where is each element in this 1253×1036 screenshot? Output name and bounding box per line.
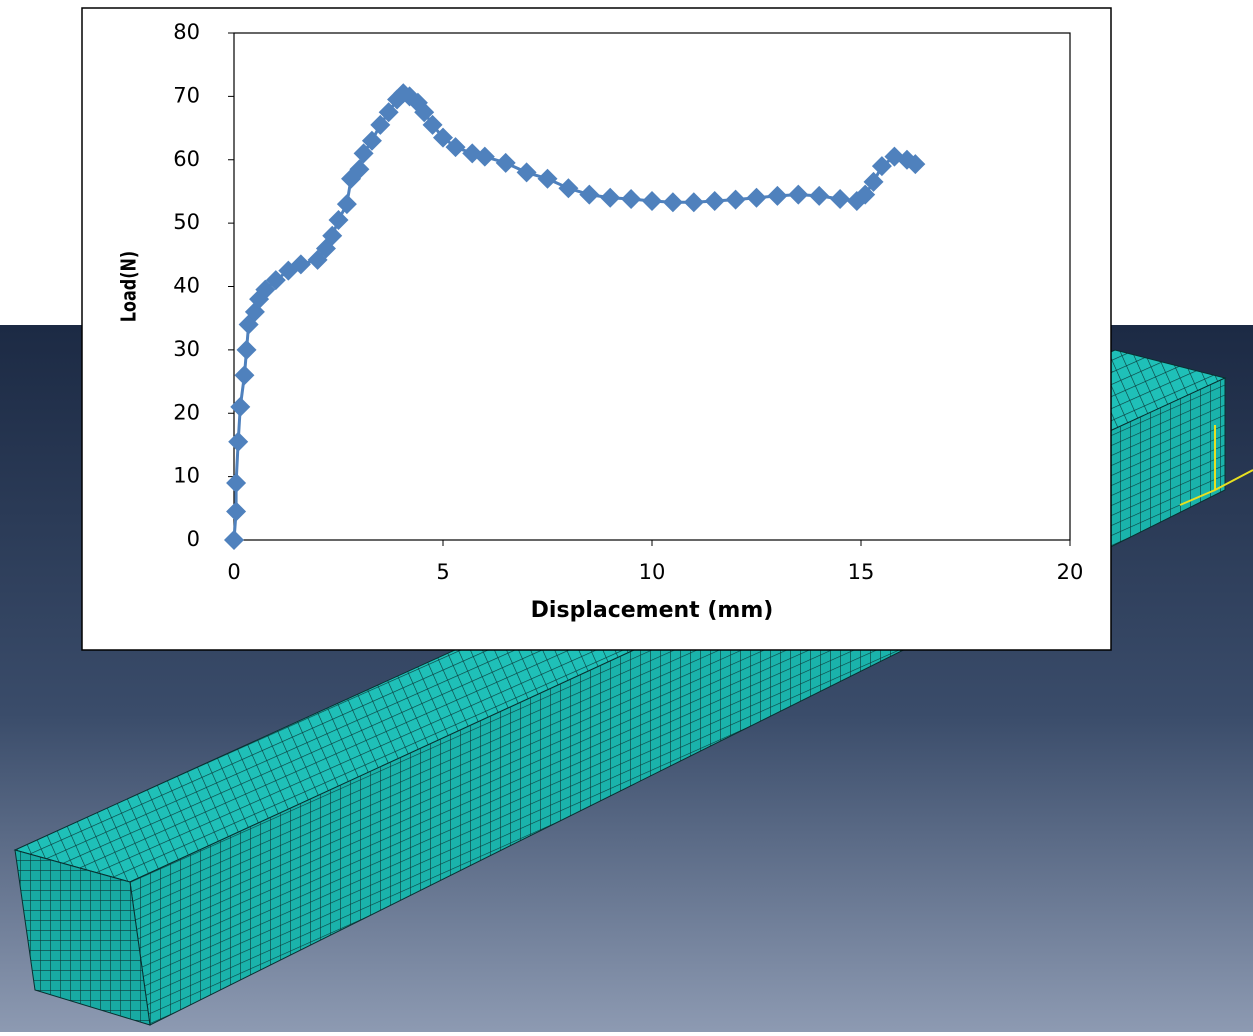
y-tick-label: 70 [173, 83, 200, 107]
x-tick-label: 0 [227, 560, 240, 584]
x-tick-label: 5 [436, 560, 449, 584]
y-tick-label: 20 [173, 400, 200, 424]
y-tick-label: 10 [173, 464, 200, 488]
x-tick-label: 20 [1057, 560, 1084, 584]
chart-frame [82, 8, 1111, 650]
y-tick-label: 0 [187, 527, 200, 551]
x-tick-label: 10 [639, 560, 666, 584]
y-axis-label: Load(N) [118, 251, 141, 322]
page: 0 10 20 30 40 50 60 70 80 0 5 10 15 20 Displacement (m… [0, 0, 1253, 1032]
x-axis-label: Displacement (mm) [531, 598, 774, 623]
y-tick-label: 40 [173, 274, 200, 298]
y-tick-label: 80 [173, 20, 200, 44]
figure: 0 10 20 30 40 50 60 70 80 0 5 10 15 20 Displacement (m… [0, 0, 1253, 1032]
y-tick-label: 60 [173, 147, 200, 171]
y-tick-label: 50 [173, 210, 200, 234]
x-tick-label: 15 [848, 560, 875, 584]
y-tick-label: 30 [173, 337, 200, 361]
